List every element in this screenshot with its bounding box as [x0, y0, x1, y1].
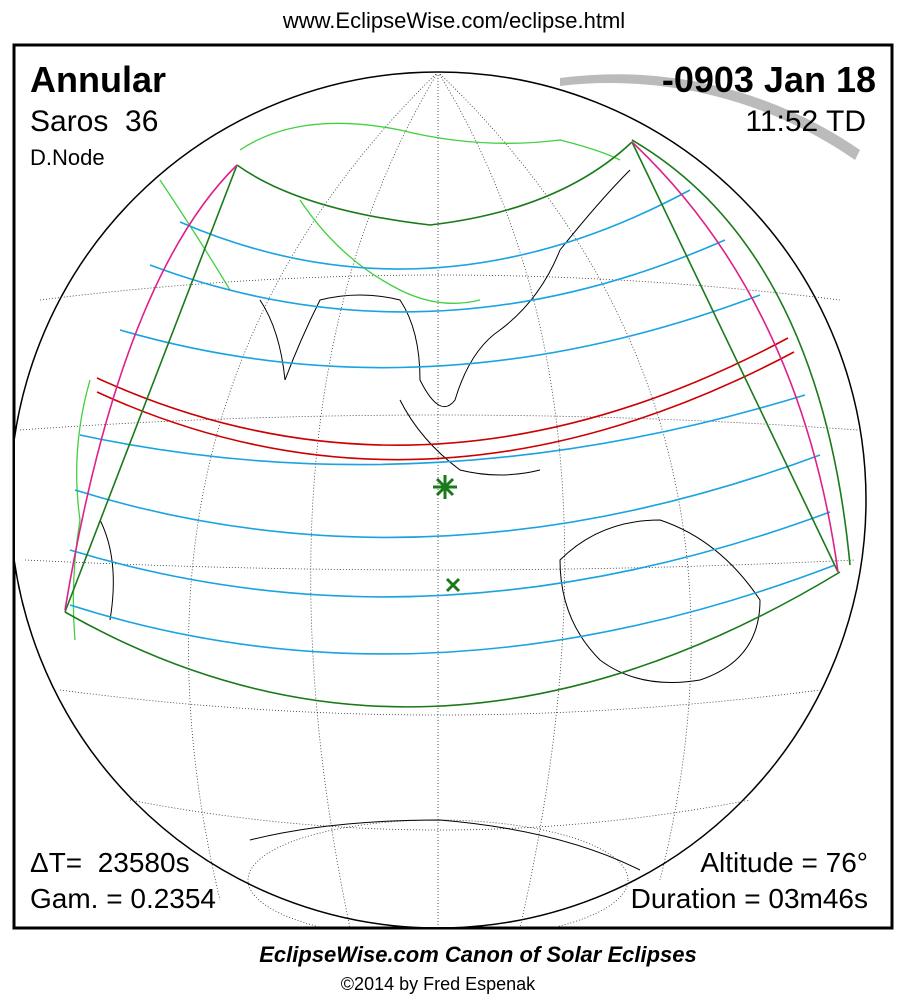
- greatest-eclipse-marker: [433, 475, 457, 499]
- coastlines: [99, 169, 761, 871]
- graticule: [19, 71, 859, 927]
- greatest-duration-marker: [445, 577, 461, 593]
- source-url: www.EclipseWise.com/eclipse.html: [282, 8, 625, 33]
- eclipse-type: Annular: [30, 59, 166, 100]
- node: D.Node: [30, 145, 105, 170]
- altitude: Altitude = 76°: [700, 847, 868, 878]
- globe-outline: [15, 71, 867, 927]
- borders: [72, 122, 621, 641]
- saros: Saros 36: [30, 105, 158, 138]
- globe: [15, 71, 867, 927]
- time: 11:52 TD: [745, 105, 866, 138]
- copyright: ©2014 by Fred Espenak: [341, 974, 536, 994]
- globe-shade: [560, 74, 860, 160]
- date: -0903 Jan 18: [662, 59, 876, 100]
- footer-title: EclipseWise.com Canon of Solar Eclipses: [259, 942, 697, 967]
- duration: Duration = 03m46s: [631, 883, 868, 914]
- delta-t: ΔT= 23580s: [30, 847, 190, 878]
- path-lines: [64, 139, 851, 708]
- gamma: Gam. = 0.2354: [30, 883, 216, 914]
